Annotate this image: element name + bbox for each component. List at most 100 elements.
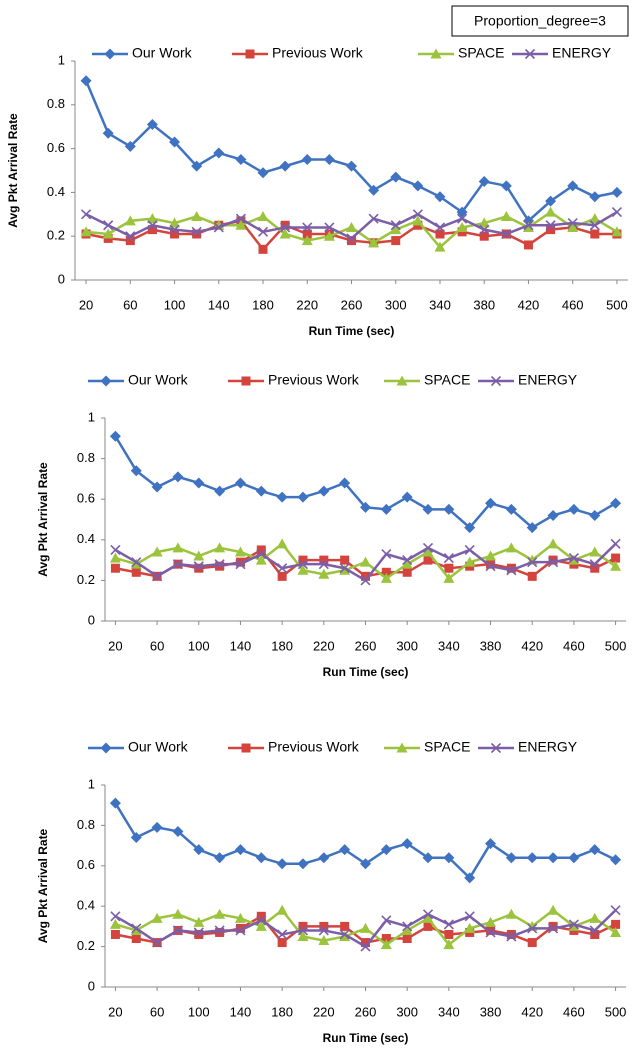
marker [234, 546, 246, 557]
marker [547, 557, 559, 568]
legend-label: ENERGY [552, 45, 612, 61]
marker [297, 925, 309, 936]
marker [194, 929, 204, 939]
legend-label: ENERGY [518, 739, 578, 755]
marker [276, 491, 288, 503]
marker [485, 497, 497, 509]
marker [412, 209, 423, 220]
x-tick-label: 220 [313, 638, 335, 653]
x-tick-label: 60 [150, 638, 164, 653]
marker [464, 911, 475, 922]
marker [568, 553, 579, 564]
legend-marker [430, 48, 442, 59]
marker [422, 546, 434, 557]
x-tick-label: 100 [164, 297, 186, 312]
marker [193, 927, 204, 938]
marker [131, 557, 142, 568]
x-tick-label: 460 [562, 297, 584, 312]
marker [146, 213, 158, 224]
marker [505, 852, 517, 864]
marker [146, 119, 158, 131]
marker [443, 553, 454, 564]
marker [318, 935, 330, 946]
marker [527, 938, 537, 948]
marker [401, 838, 413, 850]
legend-marker [524, 48, 536, 60]
x-tick-label: 500 [605, 638, 627, 653]
x-tick-label: 100 [188, 638, 210, 653]
y-tick-label: 0.8 [47, 96, 65, 111]
marker [360, 556, 371, 567]
legend-label: Our Work [128, 372, 189, 388]
marker [169, 136, 181, 148]
marker [485, 927, 496, 938]
marker [191, 160, 203, 172]
marker [360, 858, 371, 870]
marker [131, 567, 141, 577]
marker [506, 931, 517, 942]
marker [298, 555, 308, 565]
marker [401, 558, 413, 569]
x-tick-label: 460 [563, 1004, 585, 1019]
marker [319, 921, 329, 931]
marker [235, 923, 245, 933]
marker [589, 546, 601, 557]
marker [276, 858, 288, 870]
marker [110, 911, 121, 922]
x-tick-label: 420 [518, 297, 540, 312]
marker [548, 921, 558, 931]
marker [103, 220, 114, 231]
marker [412, 180, 424, 192]
marker [368, 213, 379, 224]
legend-marker [241, 743, 251, 753]
marker [402, 934, 412, 944]
marker [522, 221, 534, 232]
marker [323, 230, 335, 241]
marker [130, 558, 142, 569]
marker [256, 545, 266, 555]
marker [169, 224, 180, 235]
marker [589, 213, 601, 224]
x-tick-label: 260 [355, 638, 377, 653]
marker [130, 832, 142, 844]
marker [319, 555, 329, 565]
marker [457, 213, 468, 224]
marker [590, 563, 600, 573]
x-tick-label: 260 [355, 1004, 377, 1019]
y-tick-label: 0.4 [77, 898, 95, 913]
y-tick-label: 0.6 [47, 140, 65, 155]
marker [298, 921, 308, 931]
marker [547, 904, 559, 915]
marker [152, 571, 163, 582]
x-tick-label: 20 [108, 1004, 122, 1019]
x-tick-label: 140 [230, 638, 252, 653]
marker [381, 934, 391, 944]
marker [610, 905, 621, 916]
marker [610, 560, 622, 571]
marker [318, 852, 330, 864]
marker [568, 852, 580, 864]
marker [215, 927, 225, 937]
marker [276, 538, 288, 549]
marker [422, 542, 434, 553]
marker [124, 215, 136, 226]
marker [280, 222, 291, 233]
legend-marker [396, 375, 408, 386]
marker [318, 925, 329, 936]
marker [301, 235, 313, 246]
x-tick-label: 380 [473, 297, 495, 312]
marker [257, 226, 269, 237]
annotation-box [451, 5, 629, 37]
marker [193, 477, 205, 489]
marker [567, 180, 579, 192]
marker [548, 555, 558, 565]
marker [505, 908, 517, 919]
marker [151, 546, 163, 557]
marker [443, 919, 454, 930]
marker [422, 909, 434, 920]
marker [297, 564, 309, 575]
x-tick-label: 340 [438, 1004, 460, 1019]
marker [172, 925, 184, 936]
marker [402, 567, 412, 577]
marker [610, 854, 622, 866]
